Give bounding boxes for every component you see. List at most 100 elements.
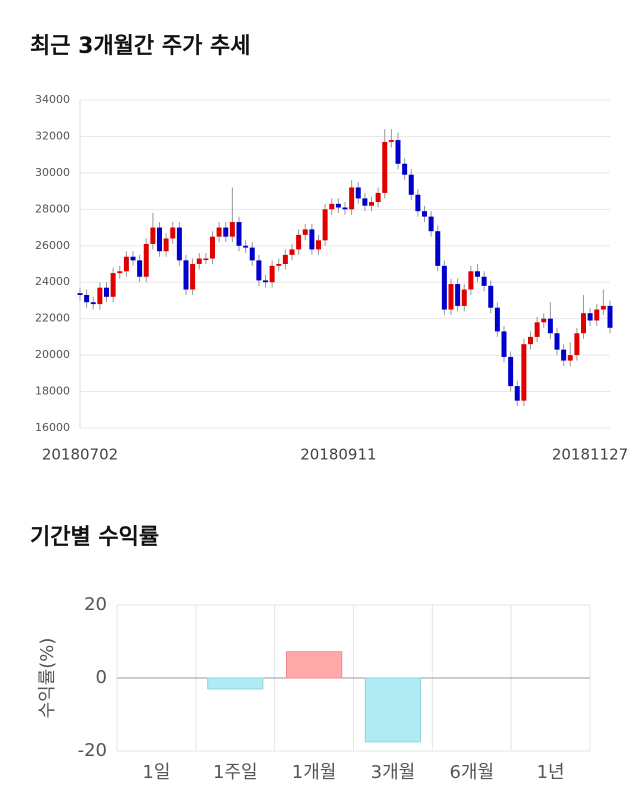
candle-body xyxy=(448,284,454,310)
candle-body xyxy=(157,227,162,252)
candle-body xyxy=(84,294,90,303)
candle-body xyxy=(322,209,328,241)
candle-body xyxy=(455,284,461,306)
candle-body xyxy=(104,287,109,297)
candle-body xyxy=(508,356,514,387)
candle-body xyxy=(395,140,401,164)
candle-body xyxy=(475,271,480,277)
candle-body xyxy=(256,260,262,281)
candle-body xyxy=(408,174,414,195)
candle-body xyxy=(581,313,586,334)
candle-body xyxy=(123,256,129,272)
candle-body xyxy=(567,355,573,361)
candle-body xyxy=(415,194,421,212)
candle-body xyxy=(196,258,202,264)
candle-body xyxy=(461,289,467,306)
y-tick-label: 32000 xyxy=(35,129,70,142)
candle-body xyxy=(382,141,388,193)
y-tick-label: 22000 xyxy=(35,312,70,325)
candle-body xyxy=(600,305,606,310)
y-tick-label: 28000 xyxy=(35,202,70,215)
candle-body xyxy=(468,271,474,290)
candle-body xyxy=(349,187,355,210)
candle-body xyxy=(97,287,103,305)
candle-body xyxy=(176,227,182,261)
candle-body xyxy=(269,265,275,283)
y-tick-label: 34000 xyxy=(35,93,70,106)
candle-body xyxy=(422,211,427,217)
candle-body xyxy=(388,140,394,142)
candle-body xyxy=(296,234,302,250)
x-tick-label: 20180911 xyxy=(300,446,376,464)
candle-body xyxy=(249,247,255,261)
candle-body xyxy=(587,313,593,321)
bar xyxy=(207,677,264,690)
candle-body xyxy=(143,243,149,277)
candle-body xyxy=(236,222,242,246)
candle-body xyxy=(302,229,308,235)
candle-body xyxy=(282,254,288,264)
candle-body xyxy=(534,322,540,337)
candle-body xyxy=(481,276,487,286)
candle-body xyxy=(521,344,527,401)
candle-body xyxy=(289,249,295,255)
candle-body xyxy=(309,229,315,250)
y-tick-label: 16000 xyxy=(35,421,70,434)
candle-body xyxy=(435,231,441,266)
x-tick-label: 1일 xyxy=(142,762,170,783)
candle-body xyxy=(163,238,169,252)
candle-body xyxy=(263,280,268,283)
x-tick-label: 3개월 xyxy=(371,762,416,783)
candle-body xyxy=(594,309,600,321)
candle-body xyxy=(243,245,249,248)
x-tick-label: 20181127 xyxy=(552,446,628,464)
candle-body xyxy=(554,333,560,350)
candle-body xyxy=(276,264,282,266)
candle-body xyxy=(170,227,176,239)
candle-body xyxy=(190,264,196,290)
candle-body xyxy=(110,273,116,297)
x-tick-label: 1주일 xyxy=(213,762,258,783)
candle-body xyxy=(150,227,156,244)
y-axis-label: 수익률(%) xyxy=(37,638,58,719)
candle-body xyxy=(607,305,613,328)
candle-body xyxy=(229,222,235,237)
y-tick-label: 20000 xyxy=(35,348,70,361)
y-tick-label: 24000 xyxy=(35,275,70,288)
candle-body xyxy=(428,216,434,232)
candle-body xyxy=(369,202,374,206)
candle-body xyxy=(77,293,83,295)
candle-body xyxy=(223,227,229,237)
candle-body xyxy=(501,331,507,357)
candle-body xyxy=(375,192,381,203)
candle-body xyxy=(316,240,321,250)
candle-body xyxy=(216,227,222,237)
y-tick-label: 30000 xyxy=(35,166,70,179)
x-tick-label: 6개월 xyxy=(449,762,494,783)
chart-title: 최근 3개월간 주가 추세 xyxy=(30,34,250,59)
candle-body xyxy=(130,256,136,261)
y-tick-label: 26000 xyxy=(35,239,70,252)
y-tick-label: 20 xyxy=(84,594,107,615)
chart-title: 기간별 수익률 xyxy=(30,525,159,550)
candle-body xyxy=(514,386,520,401)
candle-body xyxy=(203,258,209,261)
candle-body xyxy=(574,333,580,356)
candle-body xyxy=(561,349,567,361)
candle-body xyxy=(183,260,189,290)
candle-body xyxy=(494,307,500,332)
bar xyxy=(364,677,422,743)
y-tick-label: -20 xyxy=(78,740,107,761)
candle-body xyxy=(117,271,123,274)
candle-body xyxy=(362,198,368,206)
candle-body xyxy=(541,318,547,323)
candle-body xyxy=(342,207,348,210)
candle-body xyxy=(90,302,96,305)
candle-body xyxy=(441,265,447,310)
y-tick-label: 0 xyxy=(96,667,107,688)
candle-body xyxy=(488,285,494,308)
candle-body xyxy=(355,187,361,199)
candle-body xyxy=(210,236,215,259)
candle-body xyxy=(137,260,143,277)
